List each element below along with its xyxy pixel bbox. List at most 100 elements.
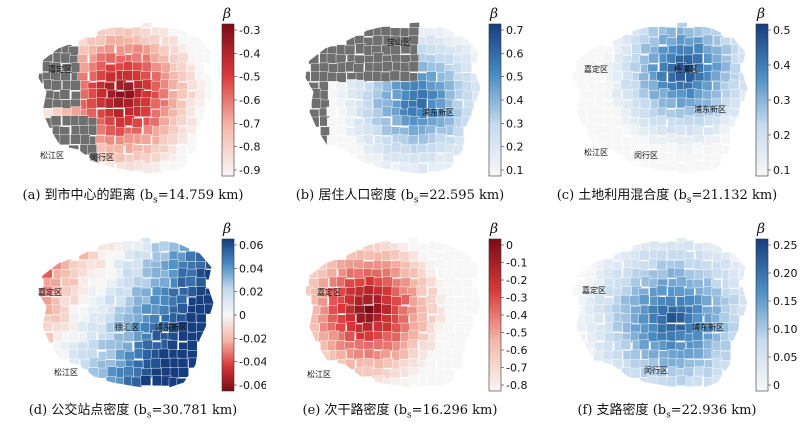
- map-cell: [364, 330, 375, 342]
- map-cell: [452, 108, 464, 119]
- map-cell: [96, 142, 107, 154]
- map-cell: [95, 61, 107, 72]
- panel-c: 嘉定区 杨浦区 浦东新区 松江区 闵行区 β 0.5 0.4 0.3 0.2 0.1 (c) 土地利用…: [534, 0, 800, 215]
- map-cell: [373, 321, 384, 332]
- map-cell: [426, 276, 437, 288]
- map-cell: [622, 267, 634, 279]
- map-cell: [586, 322, 597, 333]
- map-cell: [176, 115, 188, 126]
- map-cell: [59, 295, 71, 307]
- map-cell: [168, 241, 180, 253]
- map-cell: [123, 331, 134, 342]
- map-cell: [629, 61, 641, 73]
- caption-text: (b) 居住人口密度 (b: [295, 188, 414, 203]
- map-cell: [703, 339, 714, 351]
- map-cell: [185, 250, 196, 262]
- map-cell: [640, 43, 652, 55]
- map-cell: [381, 81, 393, 92]
- map-cell: [372, 125, 383, 136]
- map-cell: [195, 322, 207, 334]
- colorbar-tick-label: 0.1: [773, 164, 791, 177]
- map-cell: [620, 339, 631, 350]
- colorbar-symbol: β: [222, 6, 231, 22]
- panel-f: 嘉定区 浦东新区 闵行区 β 0.25 0.20 0.15 0.10 0.05 0 (f) 支路密度…: [534, 215, 800, 430]
- colorbar-symbol: β: [489, 221, 498, 237]
- map-cell: [630, 349, 641, 360]
- district-label: 闵行区: [644, 365, 668, 375]
- map-outline: [304, 236, 482, 392]
- caption-subscript: s: [153, 195, 158, 206]
- map-cell: [711, 268, 723, 279]
- map-cell: [131, 376, 143, 388]
- map-cell: [462, 287, 474, 298]
- map-cell: [374, 359, 385, 370]
- district-label: 嘉定区: [317, 287, 341, 297]
- map-cell: [435, 98, 447, 109]
- map-cell: [720, 115, 732, 127]
- map-cell: [122, 268, 133, 279]
- colorbar-tick-label: 0.10: [773, 323, 798, 336]
- colorbar-tick-label: 0.05: [773, 351, 798, 364]
- map-cell: [721, 61, 732, 72]
- map-cell: [327, 72, 338, 83]
- map-cell: [203, 53, 214, 64]
- map-cell: [383, 357, 394, 369]
- map-cell: [730, 63, 741, 74]
- map-cell: [416, 285, 428, 297]
- map-cell: [728, 268, 739, 279]
- map-cell: [391, 142, 402, 153]
- map-cell: [658, 152, 669, 163]
- map-cell: [134, 160, 145, 171]
- map-cells-f: [572, 237, 748, 388]
- map-cell: [434, 322, 445, 333]
- map-cell: [435, 133, 447, 145]
- map-cell: [380, 26, 392, 37]
- colorbar-symbol: β: [222, 221, 231, 237]
- map-outline: [37, 21, 215, 177]
- map-cell: [344, 359, 356, 370]
- map-cell: [140, 106, 152, 117]
- map-cell: [113, 312, 125, 324]
- map-cell: [363, 285, 375, 296]
- map-cell: [684, 153, 695, 164]
- map-cell: [656, 259, 667, 271]
- map-cell: [194, 107, 206, 118]
- map-cell: [150, 98, 161, 110]
- map-cell: [353, 268, 365, 279]
- map-outline: [37, 236, 215, 392]
- map-cell: [151, 152, 162, 163]
- map-cell: [701, 295, 712, 306]
- map-cell: [390, 151, 401, 163]
- map-cell: [471, 52, 481, 64]
- map-outline: [571, 236, 749, 392]
- map-cell: [693, 348, 704, 359]
- map-cell: [78, 45, 90, 56]
- map-cell: [353, 349, 364, 360]
- map-cell: [53, 331, 64, 342]
- map-cell: [426, 44, 437, 55]
- district-label: 嘉定区: [582, 285, 606, 295]
- map-cell: [328, 305, 339, 316]
- colorbar-tick-label: -0.7: [239, 117, 260, 130]
- map-cell: [362, 294, 374, 305]
- map-cell: [78, 115, 89, 126]
- map-cell: [407, 339, 418, 350]
- caption-tail: =16.296 km): [411, 403, 498, 418]
- map-cell: [399, 251, 410, 262]
- map-cell: [95, 35, 106, 46]
- map-cell: [122, 240, 133, 252]
- map-cell: [593, 124, 605, 135]
- caption-text: (c) 土地利用混合度 (b: [556, 188, 687, 203]
- map-cell: [593, 304, 604, 315]
- map-cell: [728, 277, 740, 289]
- map-cell: [177, 52, 189, 63]
- map-cell: [692, 142, 704, 153]
- map-cells-c: [572, 22, 748, 174]
- map-cell: [435, 258, 446, 269]
- map-cell: [621, 44, 632, 56]
- map-cell: [612, 321, 623, 332]
- map-cell: [621, 61, 632, 72]
- map-cell: [142, 339, 153, 351]
